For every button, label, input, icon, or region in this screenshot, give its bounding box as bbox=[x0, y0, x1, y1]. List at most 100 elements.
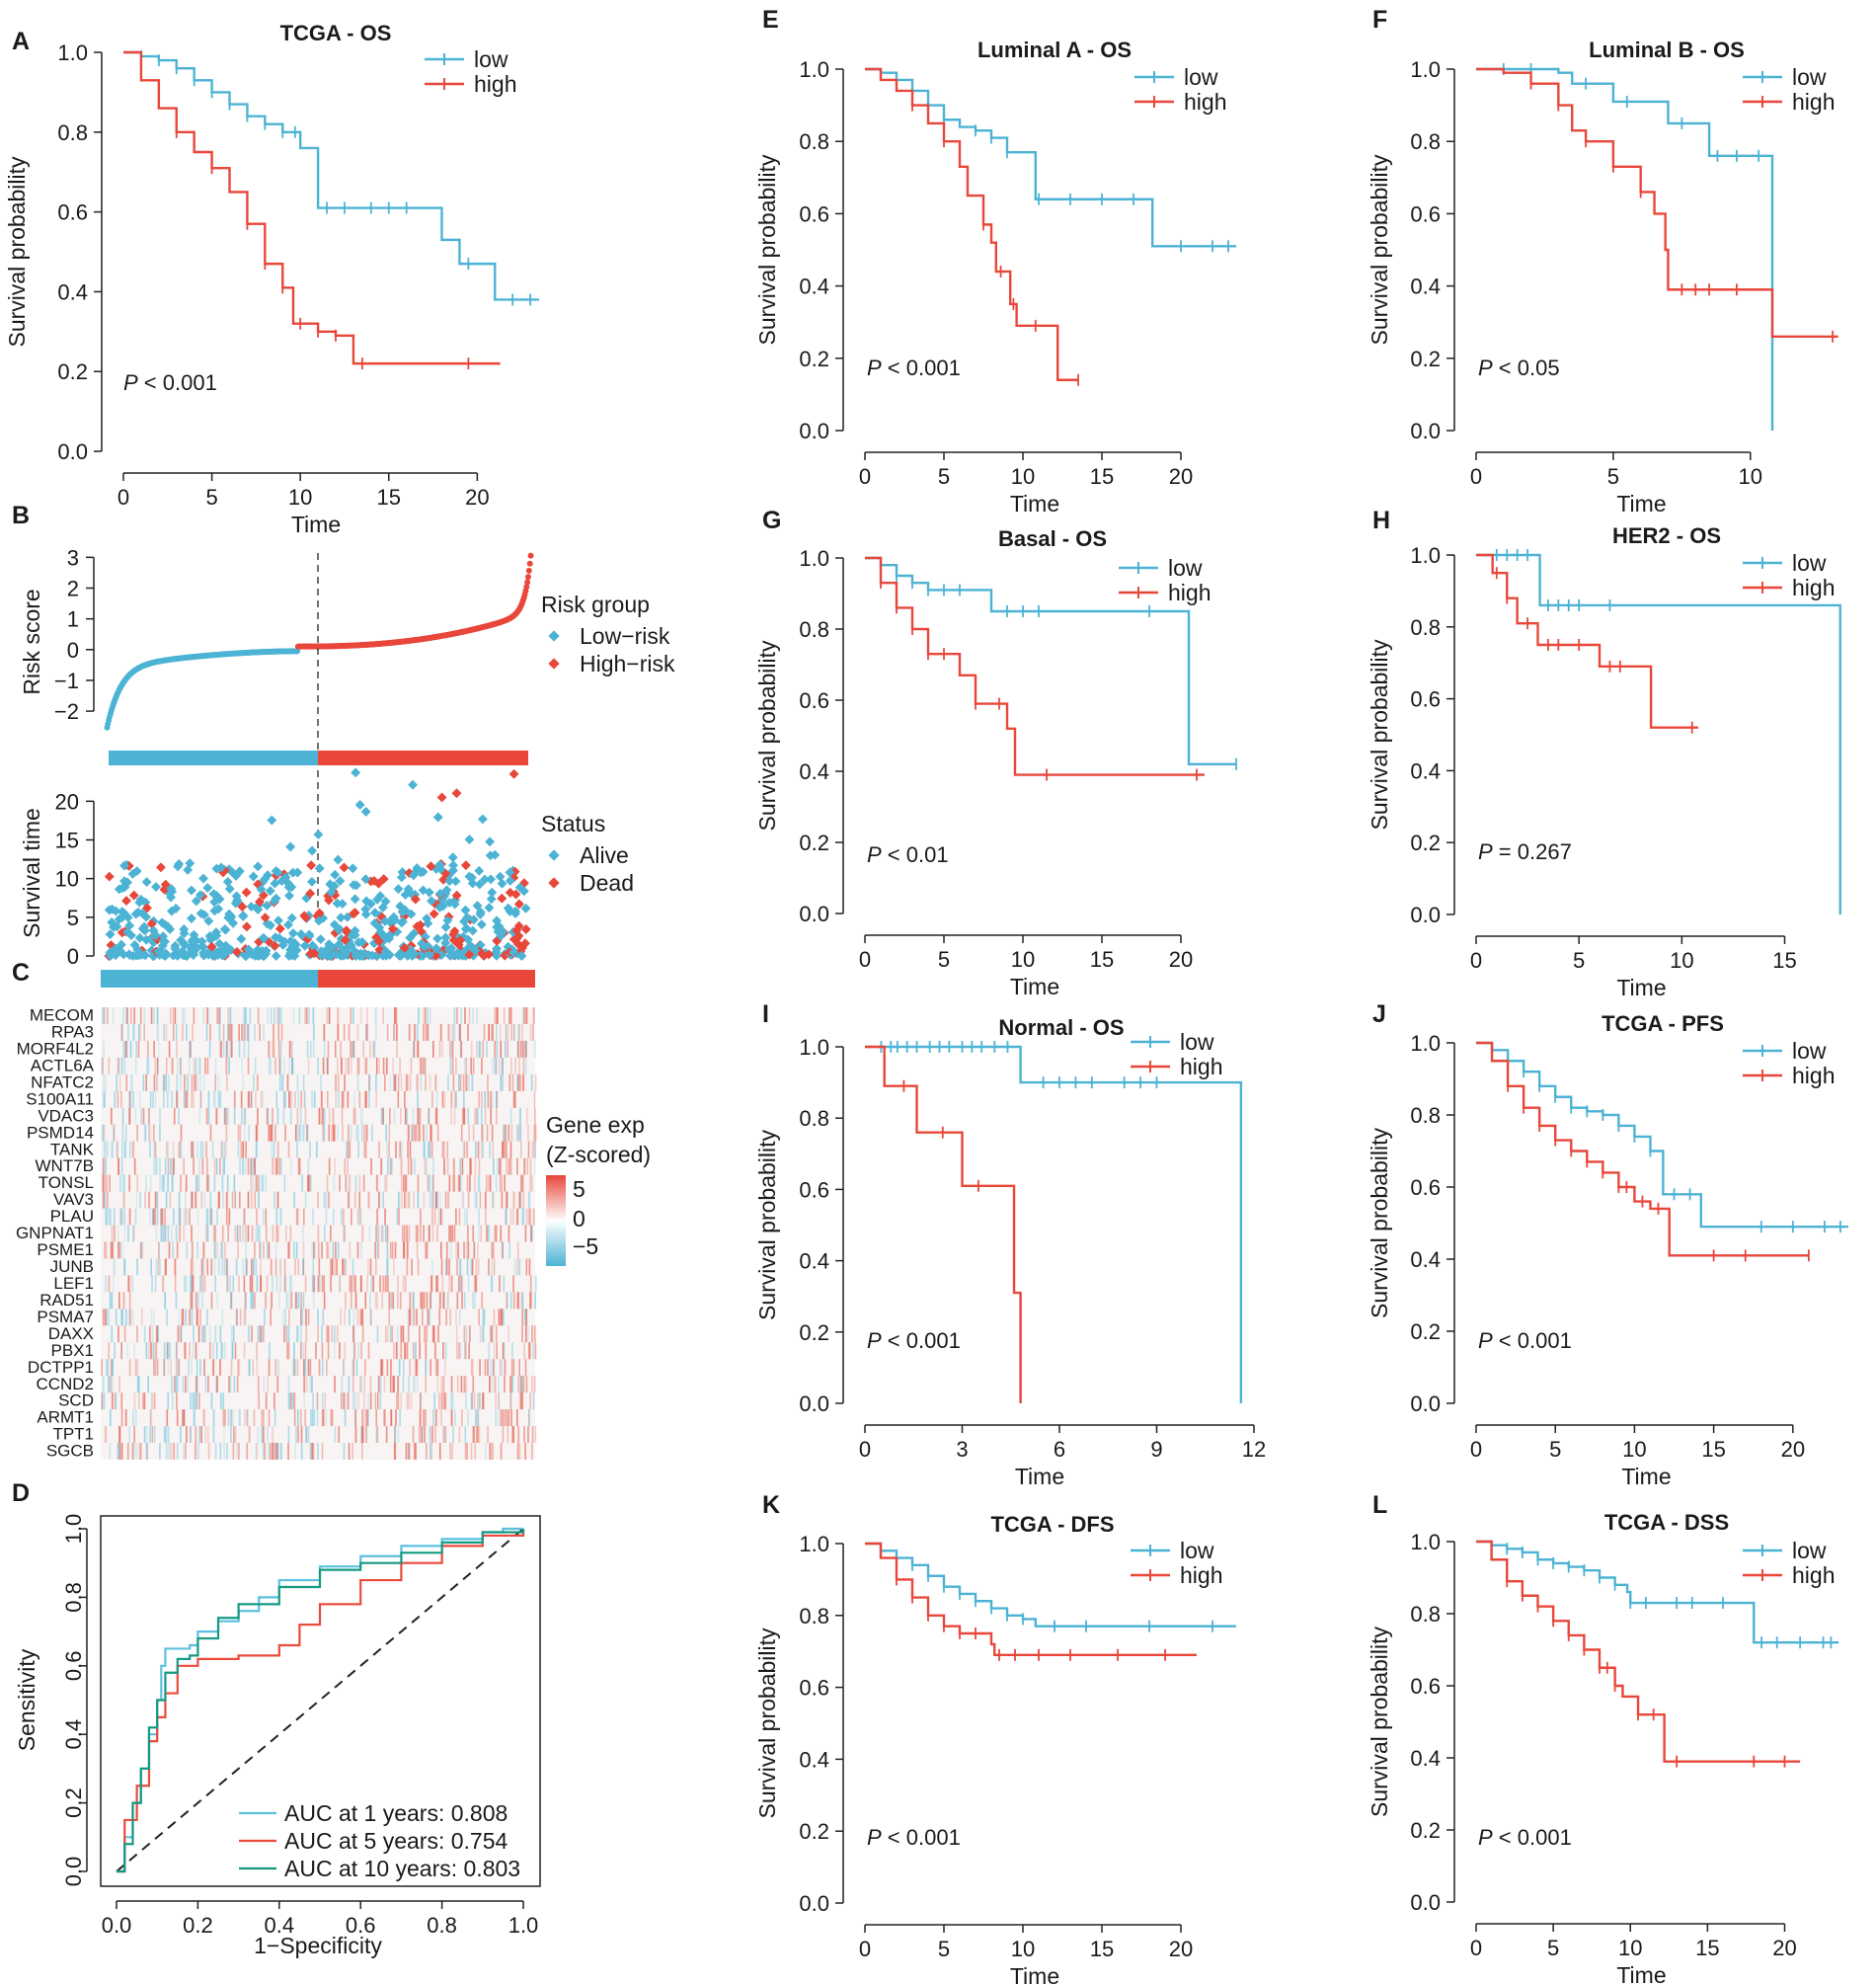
heatmap-cell bbox=[296, 1141, 298, 1158]
heatmap-cell bbox=[475, 1409, 477, 1427]
heatmap-cell bbox=[451, 1040, 454, 1058]
heatmap-cell bbox=[105, 1275, 107, 1293]
heatmap-cell bbox=[375, 1073, 377, 1091]
heatmap-cell bbox=[191, 1359, 193, 1377]
status-point-alive bbox=[211, 927, 221, 938]
heatmap-cell bbox=[518, 1107, 521, 1125]
heatmap-cell bbox=[383, 1275, 386, 1293]
heatmap-cell bbox=[284, 1275, 286, 1293]
heatmap-cell bbox=[327, 1342, 330, 1360]
heatmap-cell bbox=[366, 1275, 368, 1293]
heatmap-cell bbox=[400, 1191, 403, 1209]
x-tick-label: 10 bbox=[1618, 1936, 1642, 1960]
heatmap-cell bbox=[245, 1225, 247, 1242]
heatmap-cell bbox=[415, 1443, 417, 1460]
heatmap-cell bbox=[521, 1392, 523, 1410]
heatmap-cell bbox=[321, 1392, 324, 1410]
p-value: P < 0.001 bbox=[123, 370, 217, 395]
p-value-text: < 0.05 bbox=[1493, 356, 1560, 380]
heatmap-cell bbox=[171, 1225, 173, 1242]
heatmap-cell bbox=[127, 1023, 129, 1041]
x-tick-label: 5 bbox=[205, 485, 217, 510]
heatmap-cell bbox=[180, 1426, 182, 1444]
heatmap-cell bbox=[277, 1359, 279, 1377]
heatmap-cell bbox=[251, 1325, 253, 1343]
x-tick-label: 5 bbox=[1573, 948, 1585, 973]
heatmap-cell bbox=[428, 1225, 430, 1242]
status-point-alive bbox=[238, 911, 249, 921]
heatmap-cell bbox=[320, 1073, 322, 1091]
gene-label: DAXX bbox=[48, 1324, 94, 1343]
heatmap-cell bbox=[489, 1376, 491, 1393]
heatmap-cell bbox=[328, 1157, 331, 1175]
heatmap-cell bbox=[374, 1007, 377, 1024]
heatmap-cell bbox=[534, 1040, 536, 1058]
heatmap-cell bbox=[471, 1359, 474, 1377]
p-symbol: P bbox=[867, 356, 882, 380]
heatmap-cell bbox=[523, 1342, 525, 1360]
heatmap-cell bbox=[337, 1241, 340, 1259]
heatmap-cell bbox=[448, 1258, 450, 1276]
heatmap-cell bbox=[257, 1007, 260, 1024]
heatmap-cell bbox=[450, 1409, 453, 1427]
heatmap-cell bbox=[399, 1292, 402, 1310]
heatmap-cell bbox=[470, 1443, 473, 1460]
heatmap-cell bbox=[491, 1241, 493, 1259]
heatmap-cell bbox=[348, 1309, 351, 1326]
km-curve-high bbox=[1476, 553, 1698, 729]
heatmap-cell bbox=[136, 1325, 138, 1343]
heatmap-cell bbox=[410, 1057, 413, 1074]
heatmap-cell bbox=[236, 1225, 239, 1242]
heatmap-cell bbox=[261, 1409, 264, 1427]
heatmap-cell bbox=[402, 1325, 405, 1343]
heatmap-cell bbox=[257, 1325, 260, 1343]
heatmap-cell bbox=[254, 1292, 256, 1310]
heatmap-cell bbox=[133, 1157, 136, 1175]
x-tick-label: 3 bbox=[956, 1437, 968, 1462]
heatmap-cell bbox=[146, 1443, 148, 1460]
y-tick-label: 0.6 bbox=[1410, 687, 1441, 712]
heatmap-cell bbox=[305, 1124, 308, 1142]
heatmap-cell bbox=[484, 1090, 487, 1108]
heatmap-cell bbox=[309, 1174, 312, 1192]
heatmap-cell bbox=[206, 1057, 209, 1074]
heatmap-cell bbox=[223, 1258, 226, 1276]
heatmap-cell bbox=[250, 1090, 253, 1108]
heatmap-cell bbox=[138, 1443, 141, 1460]
heatmap-cell bbox=[505, 1141, 508, 1158]
y-tick-label: 0.8 bbox=[799, 1604, 829, 1628]
heatmap-cell bbox=[106, 1191, 109, 1209]
status-point-alive bbox=[186, 885, 196, 896]
heatmap-cell bbox=[361, 1309, 363, 1326]
heatmap-cell bbox=[287, 1443, 289, 1460]
heatmap-cell bbox=[408, 1309, 411, 1326]
heatmap-cell bbox=[163, 1359, 166, 1377]
heatmap-cell bbox=[230, 1023, 233, 1041]
heatmap-cell bbox=[325, 1208, 328, 1226]
heatmap-cell bbox=[190, 1292, 193, 1310]
heatmap-cell bbox=[183, 1225, 186, 1242]
heatmap-cell bbox=[102, 1309, 105, 1326]
heatmap-cell bbox=[243, 1342, 246, 1360]
status-point-alive bbox=[470, 945, 481, 956]
heatmap-cell bbox=[341, 1107, 344, 1125]
heatmap-cell bbox=[320, 1090, 323, 1108]
heatmap-cell bbox=[419, 1342, 421, 1360]
heatmap-cell bbox=[250, 1275, 252, 1293]
heatmap-cell bbox=[222, 1157, 224, 1175]
status-point-alive bbox=[307, 845, 318, 856]
heatmap-cell bbox=[386, 1359, 389, 1377]
heatmap-cell bbox=[518, 1191, 521, 1209]
heatmap-cell bbox=[517, 1073, 520, 1091]
status-point-alive bbox=[351, 767, 361, 778]
heatmap-cell bbox=[107, 1141, 109, 1158]
heatmap-cell bbox=[452, 1073, 455, 1091]
heatmap-cell bbox=[500, 1073, 503, 1091]
status-point-alive bbox=[485, 836, 496, 847]
heatmap-cell bbox=[185, 1309, 188, 1326]
heatmap-cell bbox=[300, 1342, 302, 1360]
heatmap-cell bbox=[317, 1241, 320, 1259]
status-point-alive bbox=[105, 929, 116, 940]
status-point-alive bbox=[295, 929, 306, 939]
